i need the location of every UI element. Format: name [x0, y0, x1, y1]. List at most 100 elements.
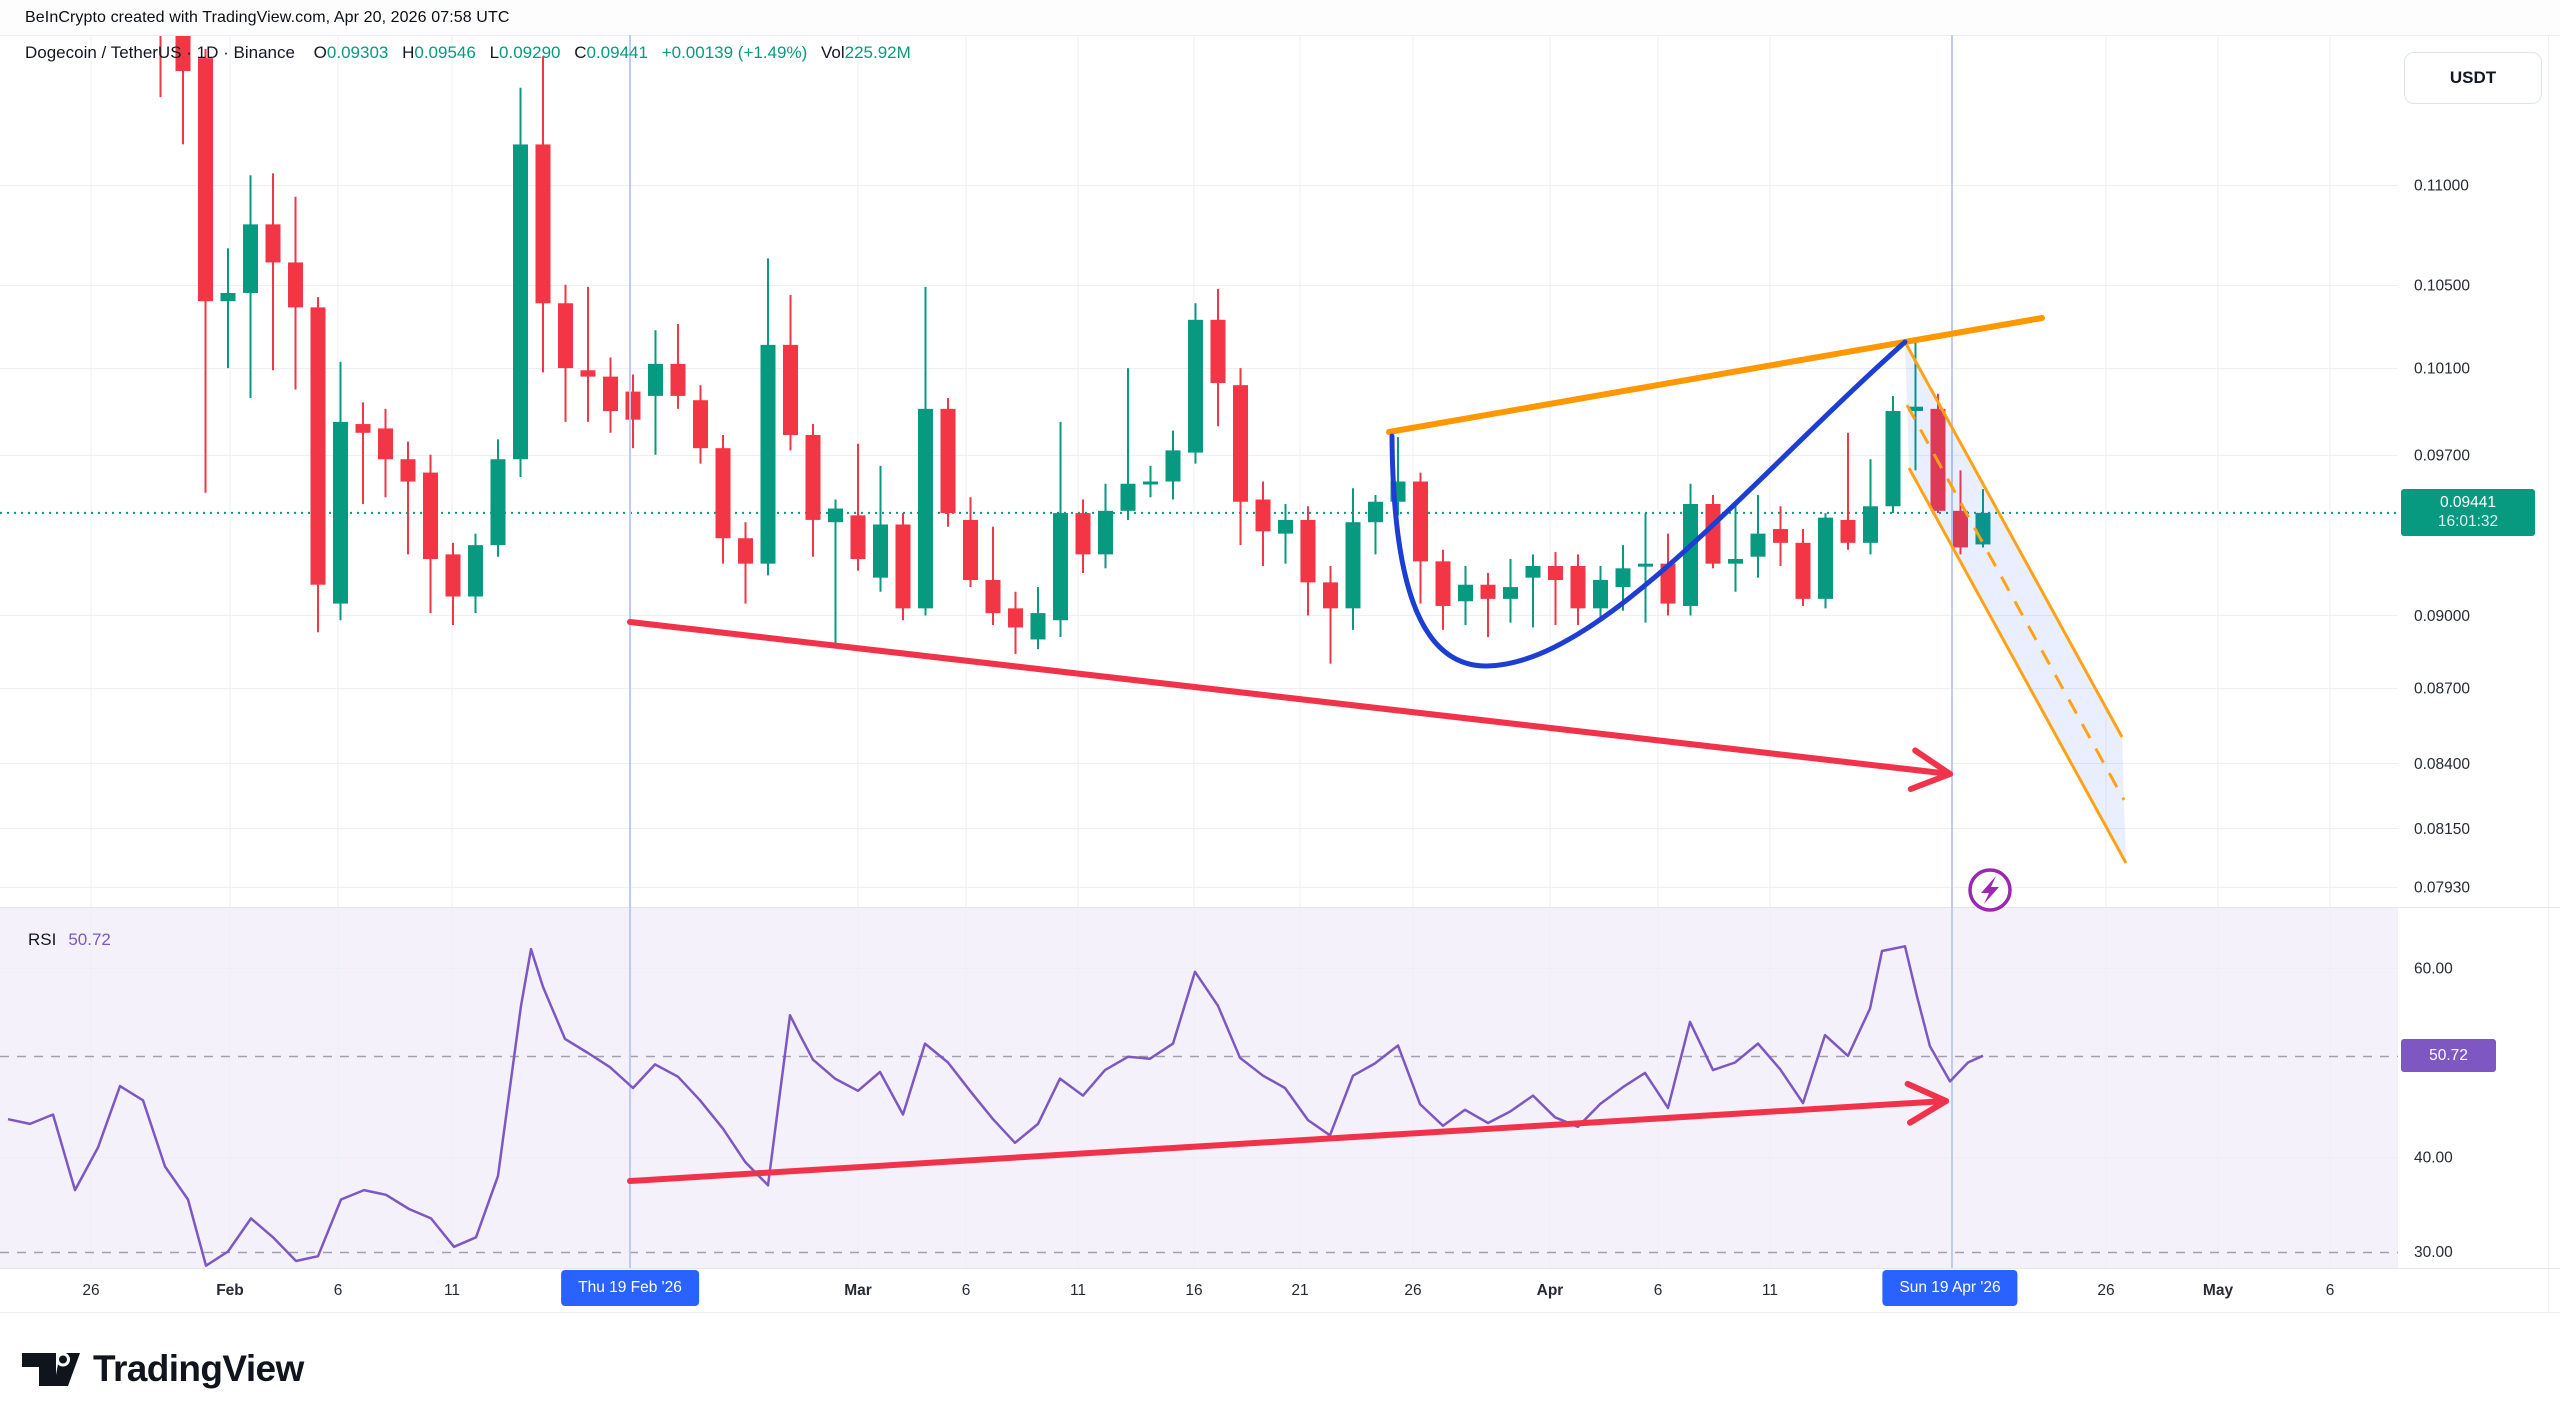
candle-body [940, 408, 956, 514]
candle-body [198, 58, 213, 302]
price-axis-label: 0.07930 [2414, 880, 2470, 897]
tradingview-logo-mark [22, 1352, 80, 1386]
date-badge-apr19: Sun 19 Apr '26 [1882, 1270, 2018, 1306]
rsi-label: RSI [28, 930, 57, 949]
time-tick-label: Apr [1537, 1282, 1564, 1299]
lightning-bolt [1981, 876, 1999, 904]
last-price-badge: 0.09441 16:01:32 [2401, 488, 2535, 536]
candle-body [985, 580, 1001, 614]
candle-body [805, 434, 821, 520]
candle-body [1908, 406, 1923, 412]
price-axis-label: 0.11000 [2414, 178, 2469, 195]
candle-body [963, 519, 978, 581]
rsi-panel-background [0, 908, 2398, 1268]
price-axis-label: 0.10100 [2414, 361, 2470, 378]
channel-lower-line [1907, 467, 2128, 864]
candle-body [333, 421, 348, 604]
candle-body [1120, 483, 1136, 511]
candle-body [828, 508, 843, 523]
candle-body [265, 224, 281, 263]
candle-body [175, 36, 191, 72]
ohlc-close: C0.09441 [574, 43, 648, 62]
rsi-axis-label: 60.00 [2414, 961, 2453, 978]
lightning-icon [1968, 868, 2012, 912]
candle-body [490, 459, 506, 546]
candle-body [1885, 411, 1901, 507]
time-tick-label: Feb [216, 1282, 244, 1299]
candle-body [1413, 481, 1428, 562]
candle-body [1593, 580, 1608, 609]
price-axis-label: 0.09700 [2414, 447, 2470, 464]
candle-body [423, 472, 438, 560]
candle-body [1750, 533, 1766, 557]
candle-body [760, 344, 776, 564]
top-attribution-bar: BeInCrypto created with TradingView.com,… [0, 0, 2560, 36]
candle-body [1053, 513, 1068, 621]
candle-body [378, 428, 393, 460]
rsi-trend-arrow-head [1906, 1098, 1949, 1126]
candle-body [1548, 565, 1563, 581]
price-trend-arrow [627, 619, 1953, 793]
candle-body [715, 448, 731, 539]
candle-body [153, 0, 168, 22]
time-tick-label: 26 [1404, 1282, 1421, 1299]
rsi-legend: RSI 50.72 [28, 930, 111, 950]
candle-body [1075, 513, 1091, 555]
symbol-legend: Dogecoin / TetherUS · 1D · Binance O0.09… [25, 43, 920, 63]
candle-body [1570, 565, 1586, 609]
candlestick-series [153, 0, 1991, 664]
candle-body [243, 224, 258, 293]
axis-labels: 0.11000 0.10500 0.10100 0.09700 0.09000 0.087… [82, 178, 2470, 1300]
last-price-value: 0.09441 [2439, 493, 2497, 511]
candle-body [1300, 519, 1316, 583]
price-axis-label: 0.08150 [2414, 821, 2470, 838]
candle-body [1008, 608, 1023, 628]
candle-body [1638, 563, 1653, 567]
date-badge-feb19: Thu 19 Feb '26 [561, 1270, 699, 1306]
candle-body [1143, 481, 1158, 485]
time-tick-label: 11 [1762, 1282, 1778, 1299]
candle-body [1323, 582, 1338, 609]
candle-body [1683, 504, 1698, 606]
candle-body [1458, 584, 1473, 602]
candle-body [918, 408, 933, 609]
candle-body [1705, 504, 1721, 564]
candle-body [445, 554, 461, 597]
candle-body [1030, 613, 1046, 640]
candle-body [1368, 501, 1383, 523]
candle-body [873, 524, 888, 578]
candle-body [1660, 563, 1676, 604]
currency-toggle-button[interactable]: USDT [2404, 52, 2542, 104]
candle-body [1210, 319, 1226, 384]
ohlc-open: O0.09303 [313, 43, 389, 62]
candle-body [1728, 559, 1743, 564]
candle-body [1615, 568, 1631, 588]
price-change: +0.00139 (+1.49%) [661, 43, 808, 62]
rsi-axis-label: 40.00 [2414, 1150, 2453, 1167]
time-tick-label: Mar [844, 1282, 872, 1299]
time-tick-label: 16 [1185, 1282, 1202, 1299]
rsi-axis-label: 30.00 [2414, 1244, 2453, 1261]
price-trend-arrow-head [1907, 771, 1953, 793]
candle-body [1435, 561, 1451, 606]
candle-body [355, 424, 371, 433]
candle-body [670, 363, 686, 396]
candle-body [625, 391, 641, 420]
candle-body [1818, 517, 1833, 599]
time-tick-label: 26 [82, 1282, 99, 1299]
rsi-value-badge: 50.72 [2401, 1038, 2496, 1072]
time-tick-label: 6 [334, 1282, 343, 1299]
channel-midline-dashed [1905, 404, 2126, 801]
price-trend-arrow-head [1912, 747, 1953, 777]
candle-body [1345, 522, 1361, 609]
tradingview-logo-text: TradingView [93, 1348, 304, 1389]
candle-body [1255, 499, 1271, 532]
candle-body [310, 307, 326, 585]
candle-body [1840, 519, 1856, 543]
candle-body [1098, 510, 1113, 555]
candle-body [1863, 506, 1878, 543]
time-tick-label: 6 [1654, 1282, 1663, 1299]
tradingview-logo[interactable]: TradingView [22, 1348, 304, 1390]
time-tick-label: 26 [2097, 1282, 2114, 1299]
